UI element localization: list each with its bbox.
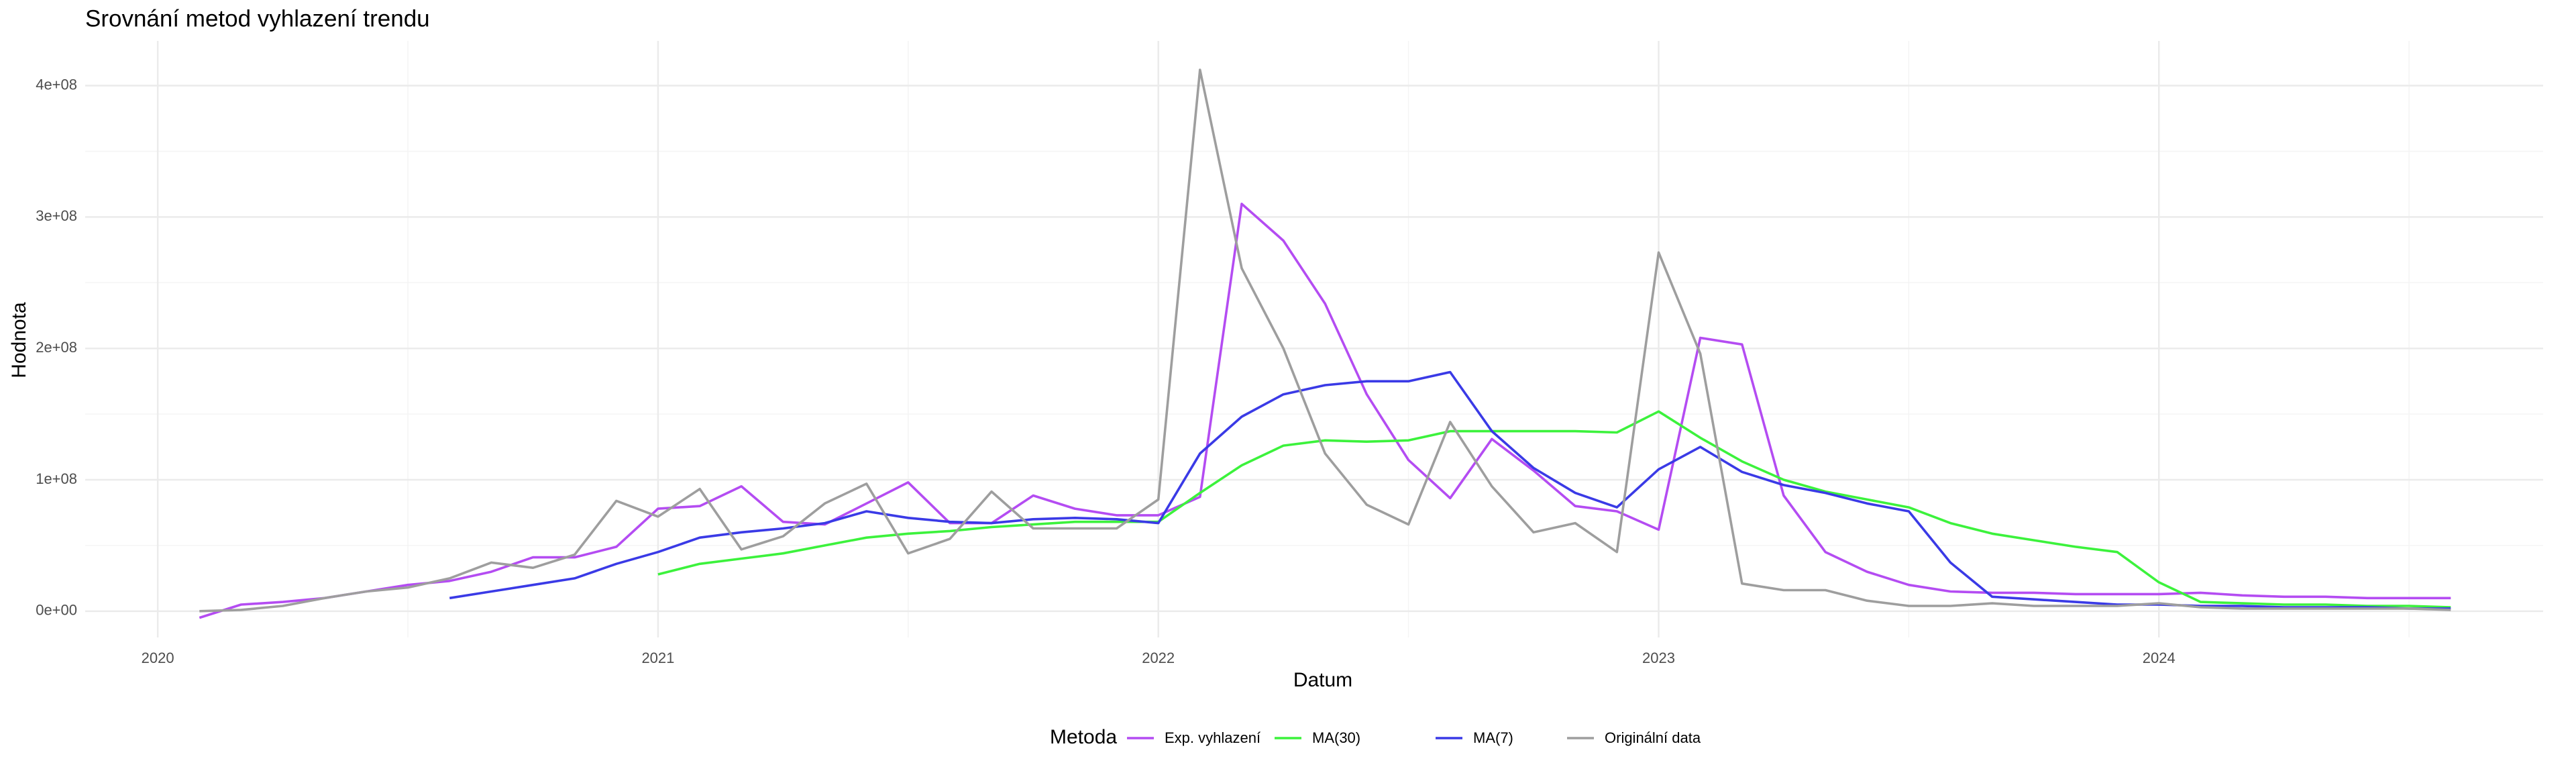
x-tick-label: 2024 <box>2143 650 2176 666</box>
legend-label: MA(30) <box>1312 729 1360 746</box>
y-axis-title: Hodnota <box>8 302 30 378</box>
x-tick-label: 2020 <box>142 650 174 666</box>
series-line <box>657 410 2451 609</box>
legend-label: MA(7) <box>1473 729 1513 746</box>
y-tick-label: 3e+08 <box>36 207 77 224</box>
x-tick-label: 2023 <box>1642 650 1675 666</box>
y-tick-label: 2e+08 <box>36 339 77 356</box>
y-tick-label: 4e+08 <box>36 76 77 93</box>
legend-label: Exp. vyhlazení <box>1165 729 1260 746</box>
series-line <box>449 370 2451 610</box>
x-tick-label: 2021 <box>641 650 674 666</box>
legend-label: Originální data <box>1605 729 1701 746</box>
y-tick-label: 1e+08 <box>36 470 77 487</box>
y-tick-label: 0e+00 <box>36 602 77 619</box>
chart-title: Srovnání metod vyhlazení trendu <box>85 5 430 32</box>
series-line <box>199 68 2451 613</box>
x-tick-label: 2022 <box>1142 650 1175 666</box>
legend-title: Metoda <box>1050 726 1117 748</box>
x-axis-title: Datum <box>1293 669 1352 691</box>
series-line <box>199 203 2451 619</box>
